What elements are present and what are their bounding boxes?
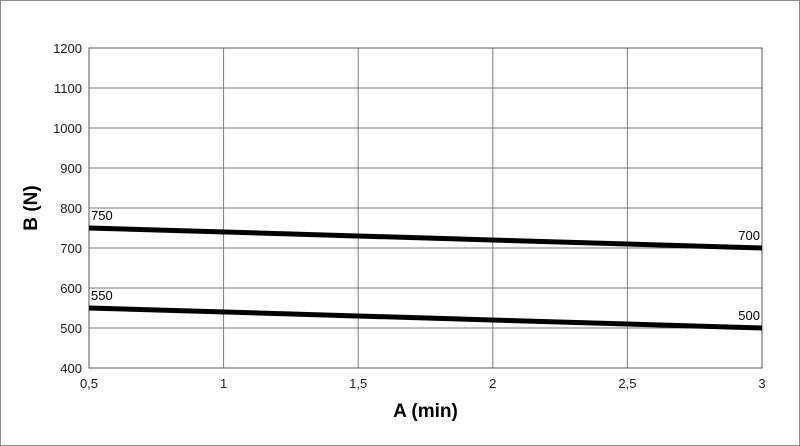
y-tick-label: 400 <box>60 361 82 376</box>
x-tick-label: 0,5 <box>80 376 98 391</box>
data-label: 700 <box>738 228 760 243</box>
x-tick-label: 3 <box>758 376 765 391</box>
x-axis-title: A (min) <box>393 401 458 422</box>
data-label: 750 <box>91 208 113 223</box>
y-tick-label: 600 <box>60 281 82 296</box>
y-tick-labels: 400 500 600 700 800 900 1000 1100 1200 <box>53 41 82 376</box>
y-tick-label: 1200 <box>53 41 82 56</box>
y-tick-label: 800 <box>60 201 82 216</box>
plot-area <box>88 47 763 369</box>
data-labels: 750 700 550 500 <box>91 208 760 323</box>
y-axis-title: B (N) <box>21 185 42 230</box>
x-tick-label: 2 <box>489 376 496 391</box>
data-label: 500 <box>738 308 760 323</box>
x-tick-label: 1,5 <box>349 376 367 391</box>
y-tick-label: 1100 <box>54 81 82 96</box>
x-tick-labels: 0,5 1 1,5 2 2,5 3 <box>80 376 766 391</box>
y-tick-label: 1000 <box>53 121 82 136</box>
x-tick-label: 1 <box>220 376 227 391</box>
y-tick-label: 900 <box>60 161 82 176</box>
series-lines <box>88 225 763 331</box>
y-tick-label: 700 <box>60 241 82 256</box>
y-tick-label: 500 <box>60 321 82 336</box>
data-label: 550 <box>91 288 113 303</box>
x-tick-label: 2,5 <box>618 376 636 391</box>
series-line <box>88 305 763 331</box>
series-line <box>88 225 763 251</box>
